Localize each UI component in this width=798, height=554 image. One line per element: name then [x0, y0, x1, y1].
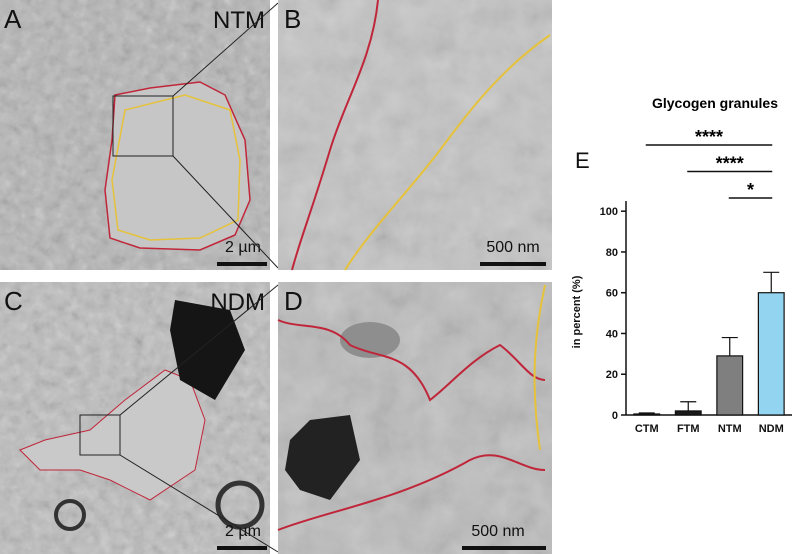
group-label: NDM	[210, 289, 265, 316]
significance-label: ****	[695, 127, 723, 147]
error-bar	[763, 271, 780, 293]
panel-b: B 500 nm	[278, 0, 552, 271]
significance-label: *	[747, 180, 754, 200]
panel-a: A NTM 2 µm	[0, 0, 270, 270]
scale-label: 2 µm	[225, 523, 261, 540]
error-bar	[638, 412, 655, 414]
scale-label: 2 µm	[225, 239, 261, 256]
y-tick-label: 40	[606, 328, 618, 340]
bar-chart: E Glycogen granules in percent (%) 0 20 40…	[571, 95, 792, 435]
x-tick-label: NDM	[759, 423, 784, 435]
panel-label: B	[284, 4, 301, 34]
panel-label: A	[4, 4, 22, 34]
panel-label: C	[4, 286, 23, 316]
x-tick-label: CTM	[635, 423, 659, 435]
y-tick-label: 20	[606, 369, 618, 381]
group-label: NTM	[213, 7, 265, 34]
error-bar	[721, 336, 738, 356]
y-axis-label: in percent (%)	[571, 275, 583, 348]
y-tick-label: 0	[612, 410, 618, 422]
bar	[716, 355, 744, 416]
y-tick-label: 80	[606, 247, 618, 259]
y-tick-label: 100	[600, 206, 618, 218]
y-tick-label: 60	[606, 288, 618, 300]
panel-label: D	[284, 286, 303, 316]
error-bar	[680, 401, 697, 411]
x-tick-label: FTM	[677, 423, 700, 435]
bar	[633, 413, 661, 416]
bar	[674, 410, 702, 416]
x-tick-label: NTM	[718, 423, 742, 435]
scale-label: 500 nm	[486, 239, 539, 256]
bar	[757, 292, 785, 416]
chart-title: Glycogen granules	[652, 95, 778, 111]
panel-c: C NDM 2 µm	[0, 282, 270, 554]
significance-label: ****	[716, 154, 744, 174]
scale-label: 500 nm	[471, 523, 524, 540]
panel-label: E	[575, 148, 590, 173]
panel-d: D 500 nm	[277, 282, 552, 554]
